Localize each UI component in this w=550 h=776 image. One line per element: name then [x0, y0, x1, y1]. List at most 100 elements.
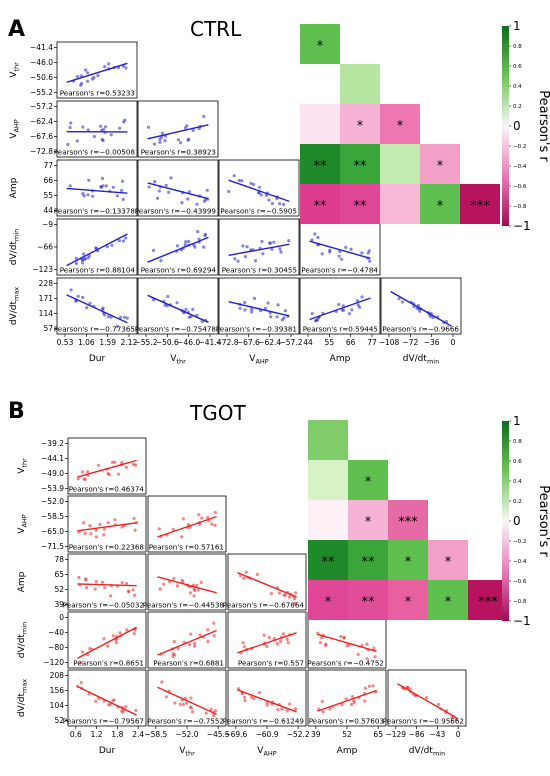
y-tick-label: −9: [42, 220, 53, 229]
data-point: [162, 582, 166, 586]
data-point: [250, 307, 254, 311]
data-point: [199, 580, 203, 585]
colorbar: 1 0.8 0.6 0.4 0.2 0 −0.2 −0.4 −0.6 −0.8 −1 Pearson'…: [502, 19, 550, 233]
data-point: [179, 141, 183, 145]
data-point: [408, 687, 412, 691]
significance-mark: **: [354, 199, 368, 214]
scatter-cell-r4-c3: Pearson's r=0.59445: [299, 277, 381, 335]
data-point: [405, 685, 409, 690]
data-point: [176, 646, 180, 651]
significance-mark: ***: [478, 595, 498, 610]
data-point: [252, 183, 256, 187]
y-axis-label: dV/dtmin: [9, 229, 21, 265]
data-point: [84, 586, 89, 590]
x-axis-label: dV/dtmin: [403, 354, 439, 366]
significance-mark: **: [354, 159, 368, 174]
pearson-r-label: Pearson's r=0.53233: [60, 89, 135, 98]
colorbar-label: Pearson's r: [536, 485, 550, 557]
significance-mark: *: [437, 159, 444, 174]
data-point: [365, 657, 369, 661]
data-point: [183, 243, 187, 247]
data-point: [94, 246, 98, 250]
data-point: [171, 527, 175, 532]
data-point: [437, 702, 441, 707]
data-point: [94, 699, 98, 703]
data-point: [227, 189, 231, 194]
data-point: [111, 185, 115, 189]
heatmap-cell: [308, 460, 348, 500]
scatter-frame: [147, 553, 227, 611]
data-point: [84, 68, 88, 72]
significance-mark: *: [405, 555, 412, 570]
data-point: [342, 636, 346, 640]
data-point: [206, 639, 210, 644]
data-point: [363, 686, 367, 690]
pearson-r-label: Pearson's r=−0.79567: [63, 717, 144, 726]
data-point: [87, 254, 91, 258]
y-tick-label: 55: [43, 191, 53, 200]
x-tick-label: −45.5: [207, 730, 230, 739]
y-tick-label: −44.1: [41, 454, 64, 463]
data-point: [340, 257, 344, 261]
x-axis-label: Amp: [337, 746, 358, 756]
x-tick-label: −46.0: [177, 338, 200, 347]
data-point: [192, 594, 196, 598]
data-point: [133, 528, 137, 532]
scatter-cell-r3-c2: Pearson's r=0.557: [227, 611, 307, 669]
data-point: [272, 240, 276, 244]
data-point: [146, 125, 151, 129]
data-point: [109, 133, 113, 137]
data-point: [328, 250, 332, 254]
data-point: [111, 634, 115, 638]
data-point: [160, 680, 164, 684]
data-point: [184, 240, 188, 244]
data-point: [184, 307, 188, 311]
regression-line: [157, 515, 217, 538]
data-point: [117, 239, 121, 243]
data-point: [108, 703, 112, 707]
colorbar-tick-label: 0.4: [513, 84, 522, 90]
pearson-r-label: Pearson's r=−0.39381: [216, 325, 297, 334]
pearson-r-label: Pearson's r=0.557: [238, 659, 304, 668]
data-point: [280, 318, 284, 322]
colorbar-tick-label: −0.4: [513, 164, 527, 170]
colorbar: 1 0.8 0.6 0.4 0.2 0 −0.2 −0.4 −0.6 −0.8 −1 Pearson'…: [502, 414, 550, 628]
data-point: [175, 301, 179, 305]
y-tick-label: 156: [50, 686, 65, 695]
x-tick-label: 39: [311, 730, 321, 739]
data-point: [266, 301, 270, 305]
scatter-frame: [56, 41, 138, 99]
data-point: [188, 643, 192, 647]
data-point: [213, 523, 217, 527]
data-point: [131, 462, 136, 466]
data-point: [212, 713, 216, 718]
data-point: [87, 178, 91, 182]
data-point: [269, 315, 273, 319]
x-tick-label: −67.6: [237, 338, 260, 347]
data-point: [270, 247, 274, 251]
pearson-r-label: Pearson's r=−0.75478: [135, 325, 217, 334]
data-point: [81, 470, 85, 474]
pearson-r-label: Pearson's r=−0.9666: [382, 325, 459, 334]
data-point: [350, 695, 354, 699]
scatter-cell-r2-c0: Pearson's r=−0.13378: [54, 159, 138, 217]
data-point: [286, 641, 290, 645]
data-point: [86, 470, 90, 474]
colorbar-tick-label: 1: [513, 414, 521, 428]
data-point: [288, 595, 292, 599]
colorbar-tick-label: 0: [513, 119, 521, 133]
data-point: [79, 681, 83, 685]
data-point: [121, 710, 125, 714]
x-axis-label: VAHP: [249, 354, 269, 366]
regression-line: [317, 633, 377, 652]
data-point: [93, 587, 97, 591]
scatter-cell-r0-c0: Pearson's r=0.46374: [67, 437, 147, 495]
data-point: [164, 183, 168, 187]
data-point: [110, 243, 114, 247]
x-tick-label: 44: [303, 338, 313, 347]
data-point: [79, 660, 83, 664]
data-point: [278, 202, 282, 206]
scatter-cell-r2-c2: Pearson's r=−0.67864: [223, 553, 307, 611]
significance-mark: **: [314, 199, 328, 214]
data-point: [202, 114, 206, 118]
